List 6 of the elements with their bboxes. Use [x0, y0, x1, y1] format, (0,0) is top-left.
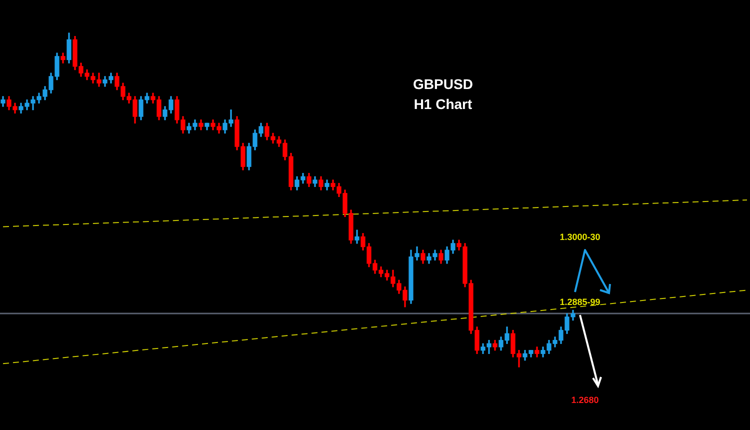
text: H1 Chart	[414, 96, 472, 112]
text: 1.2680	[571, 395, 599, 405]
text: GBPUSD	[413, 76, 473, 92]
candlestick	[354, 230, 360, 244]
annotation: 1.2885-99	[560, 297, 600, 307]
annotation: 1.3000-30	[560, 232, 600, 242]
